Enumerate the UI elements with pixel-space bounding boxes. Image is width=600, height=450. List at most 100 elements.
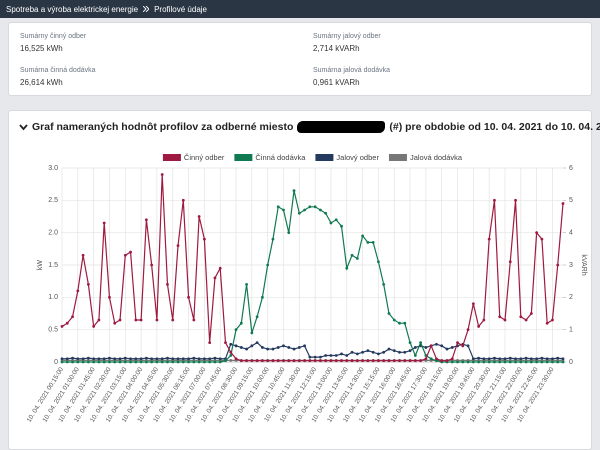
data-point: [102, 221, 106, 225]
data-point: [498, 357, 502, 361]
data-point: [213, 276, 217, 280]
data-point: [561, 360, 565, 364]
data-point: [266, 347, 270, 351]
data-point: [139, 357, 143, 361]
data-point: [419, 341, 423, 344]
series-line: [62, 190, 563, 363]
chart-header[interactable]: Graf nameraných hodnôt profilov za odber…: [19, 121, 600, 133]
data-point: [398, 359, 401, 363]
breadcrumb-item[interactable]: Spotreba a výroba elektrickej energie: [6, 4, 139, 14]
data-point: [239, 321, 243, 325]
data-point: [261, 359, 264, 363]
data-point: [297, 346, 301, 349]
legend-swatch: [315, 154, 334, 161]
data-point: [503, 360, 507, 364]
data-point: [129, 250, 132, 254]
series-line: [61, 174, 564, 362]
data-point: [540, 360, 544, 364]
data-point: [429, 357, 433, 361]
data-point: [245, 283, 248, 286]
data-point: [329, 359, 333, 363]
data-point: [371, 359, 375, 363]
data-point: [450, 357, 454, 361]
data-point: [160, 173, 164, 176]
data-point: [108, 356, 111, 360]
summary-label: Sumárny jalový odber: [313, 33, 381, 40]
data-point: [197, 215, 201, 218]
data-point: [250, 359, 254, 363]
data-point: [86, 360, 90, 364]
summary-label: Sumárny činný odber: [20, 33, 87, 40]
data-point: [81, 357, 85, 361]
y2-tick-label: 5: [569, 197, 573, 204]
data-point: [535, 231, 539, 235]
data-point: [435, 342, 438, 346]
data-point: [171, 318, 175, 322]
data-point: [276, 205, 280, 209]
data-point: [398, 321, 401, 325]
data-point: [113, 357, 117, 361]
data-point: [403, 350, 407, 354]
data-point: [435, 359, 438, 363]
data-point: [413, 354, 417, 357]
summary-card: Sumárny činný odber 16,525 kWh Sumárny ja…: [8, 22, 592, 96]
data-point: [202, 360, 206, 364]
data-point: [176, 244, 180, 248]
data-point: [382, 283, 386, 286]
data-point: [308, 359, 312, 363]
data-point: [319, 208, 322, 212]
data-point: [81, 360, 85, 364]
data-point: [287, 359, 291, 363]
data-point: [234, 344, 238, 348]
data-point: [192, 360, 196, 364]
data-point: [282, 208, 285, 212]
data-point: [445, 359, 449, 363]
data-point: [461, 344, 465, 348]
data-point: [471, 357, 475, 361]
data-point: [266, 359, 270, 363]
data-point: [71, 356, 74, 360]
data-point: [371, 240, 375, 244]
data-point: [292, 189, 296, 193]
data-point: [387, 347, 391, 351]
data-point: [366, 240, 370, 244]
data-point: [519, 360, 523, 364]
data-point: [150, 357, 154, 361]
data-point: [86, 283, 90, 286]
y-axis-label: kW: [37, 260, 44, 271]
data-point: [181, 198, 185, 202]
data-point: [86, 356, 90, 360]
data-point: [261, 295, 264, 299]
data-point: [65, 357, 69, 361]
summary-value: 0,961 kVARh: [313, 78, 360, 87]
data-point: [239, 346, 243, 349]
data-point: [118, 318, 122, 322]
data-point: [556, 356, 560, 360]
breadcrumb-separator: [143, 6, 150, 12]
data-point: [71, 315, 74, 319]
chart-title: Graf nameraných hodnôt profilov za odber…: [32, 121, 294, 133]
summary-value: 2,714 kVARh: [313, 44, 360, 53]
data-point: [361, 359, 364, 363]
data-point: [97, 318, 101, 322]
legend-label: Činný odber: [184, 153, 225, 162]
data-point: [266, 263, 270, 267]
data-point: [92, 357, 96, 361]
data-point: [287, 346, 291, 349]
data-point: [92, 360, 96, 364]
data-point: [292, 359, 296, 363]
data-point: [224, 341, 227, 344]
data-point: [282, 359, 285, 363]
data-point: [477, 356, 481, 360]
data-point: [403, 359, 407, 363]
data-point: [102, 357, 106, 361]
y-tick-label: 1.0: [48, 294, 58, 301]
summary-label: Sumárna činná dodávka: [20, 67, 96, 74]
data-point: [345, 266, 349, 270]
data-point: [102, 360, 106, 364]
data-point: [540, 356, 544, 360]
data-point: [65, 360, 69, 364]
data-point: [334, 359, 338, 363]
breadcrumb-item[interactable]: Profilové údaje: [154, 4, 207, 14]
data-point: [255, 341, 259, 344]
